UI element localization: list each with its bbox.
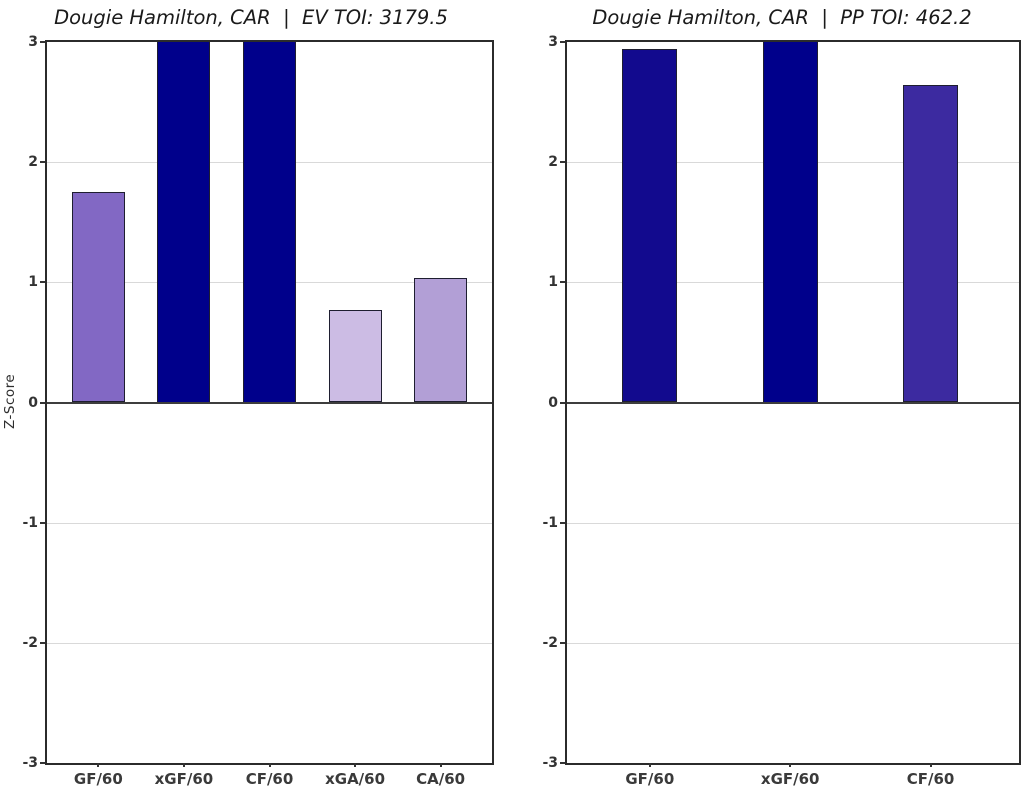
bar-xGF/60 [157,42,211,403]
y-tick-mark [560,401,565,404]
y-tick-label: 1 [548,274,558,291]
chart-title-ev: Dougie Hamilton, CAR | EV TOI: 3179.5 [54,6,448,29]
chart-title-pp: Dougie Hamilton, CAR | PP TOI: 462.2 [592,6,972,29]
y-tick-label: 2 [548,154,558,171]
x-tick-mark-CF/60 [268,763,271,767]
x-tick-label-xGF/60: xGF/60 [154,770,214,788]
y-tick-mark [40,641,45,644]
bar-CA/60 [414,277,468,403]
bar-xGF/60 [762,42,818,403]
y-tick-label: 3 [548,34,558,50]
y-tick-mark [40,762,45,764]
bar-GF/60 [622,49,678,403]
y-tick-label: 3 [28,34,38,50]
x-tick-mark-xGF/60 [182,763,185,767]
bar-CF/60 [903,85,958,403]
plot-area-pp: 3 2 1 0 -1 -2 -3 GF/60 xGF/60 CF/60 [542,34,1021,788]
bar-xGA/60 [328,309,382,403]
x-tick-mark-GF/60 [97,763,100,767]
y-tick-label: -2 [22,634,38,651]
gridline-y-2 [47,642,492,644]
x-tick-label-GF/60: GF/60 [625,770,675,788]
x-tick-label-CF/60: CF/60 [906,770,955,788]
plot-area-ev: 3 2 1 0 -1 -2 -3 GF/60 xGF/60 CF/60 xGA/60 CA/60 [22,34,494,788]
gridline-y-2 [567,642,1019,644]
y-tick-mark [560,762,565,764]
x-tick-label-xGF/60: xGF/60 [760,770,820,788]
y-tick-label: 0 [548,394,558,411]
y-tick-mark [40,401,45,404]
zero-line [567,401,1019,404]
x-tick-label-CF/60: CF/60 [245,770,294,788]
y-tick-label: 1 [28,274,38,291]
y-tick-mark [40,281,45,284]
x-tick-mark-GF/60 [648,763,651,767]
gridline-y-1 [567,522,1019,524]
x-tick-mark-xGA/60 [354,763,357,767]
y-tick-label: -1 [22,514,38,531]
bar-GF/60 [71,192,125,403]
x-tick-label-CA/60: CA/60 [416,770,466,788]
y-tick-label: -3 [22,755,38,771]
zero-line [47,401,492,404]
y-tick-label: -3 [542,755,558,771]
y-tick-label: 0 [28,394,38,411]
gridline-y-1 [47,522,492,524]
y-tick-mark [560,281,565,284]
y-tick-label: -2 [542,634,558,651]
y-tick-label: -1 [542,514,558,531]
x-tick-mark-CA/60 [439,763,442,767]
y-tick-mark [40,161,45,164]
y-tick-mark [40,521,45,524]
bar-CF/60 [242,42,297,403]
y-tick-mark [560,641,565,644]
y-tick-mark [40,41,45,43]
y-tick-label: 2 [28,154,38,171]
y-tick-mark [560,521,565,524]
x-tick-label-GF/60: GF/60 [73,770,123,788]
x-tick-mark-CF/60 [929,763,932,767]
y-axis-label: Z-Score [2,373,18,430]
y-tick-mark [560,161,565,164]
x-tick-label-xGA/60: xGA/60 [325,770,386,788]
x-tick-mark-xGF/60 [789,763,792,767]
y-tick-mark [560,41,565,43]
